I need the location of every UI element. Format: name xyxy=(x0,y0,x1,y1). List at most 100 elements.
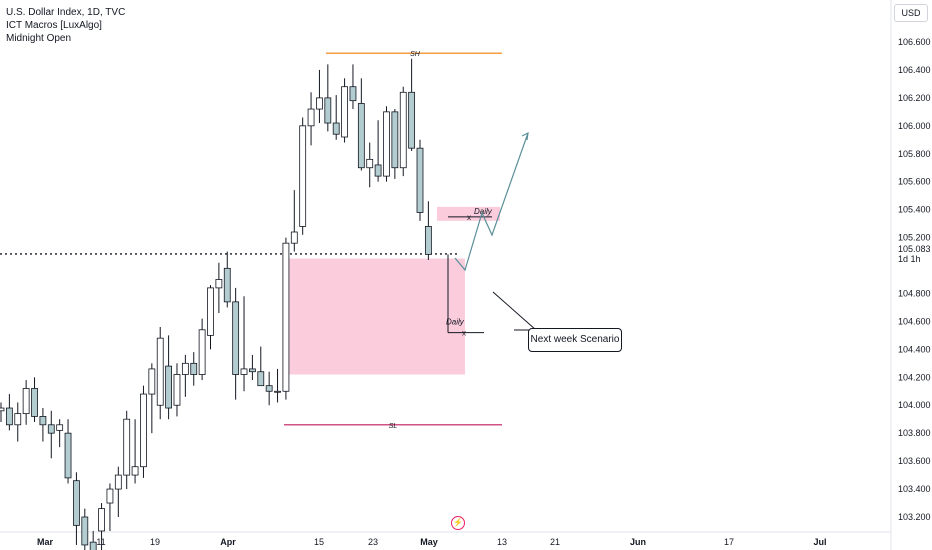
daily-upper-label: Daily xyxy=(474,207,493,216)
lightning-icon[interactable]: ⚡ xyxy=(451,516,465,530)
candle-body xyxy=(73,480,80,526)
candle-body xyxy=(274,390,281,393)
x-mark-upper: x xyxy=(467,213,471,222)
candle-body xyxy=(248,368,256,373)
time-tick-label: 21 xyxy=(550,537,560,547)
symbol-title[interactable]: U.S. Dollar Index, 1D, TVC xyxy=(6,7,126,18)
candle-body xyxy=(366,158,374,169)
candle-body xyxy=(81,516,89,546)
candle-body xyxy=(408,91,416,149)
candle-body xyxy=(374,164,382,177)
projection-path xyxy=(454,132,529,272)
candle-body xyxy=(307,108,315,127)
sl-label: SL xyxy=(389,423,398,430)
candle-body xyxy=(98,508,105,532)
candle-body xyxy=(357,103,365,169)
candle-body xyxy=(290,231,298,244)
callout-pointer xyxy=(492,291,538,331)
price-tick-label: 105.400 xyxy=(898,205,931,215)
daily-lower-label: Daily xyxy=(446,318,465,327)
time-tick-label: 15 xyxy=(314,537,324,547)
time-tick-label: 17 xyxy=(724,537,734,547)
candle-body xyxy=(240,368,248,375)
candle-body xyxy=(123,418,131,476)
price-tick-label: 105.600 xyxy=(898,177,931,187)
time-tick-label: May xyxy=(420,537,438,547)
fvg-zone xyxy=(285,258,465,375)
time-tick-label: 23 xyxy=(368,537,378,547)
time-tick-label: Apr xyxy=(220,537,236,547)
sh-label: SH xyxy=(410,51,421,58)
candle-body xyxy=(22,388,30,415)
candle-body xyxy=(148,368,156,395)
chart-legend: U.S. Dollar Index, 1D, TVC ICT Macros [L… xyxy=(6,6,125,45)
price-tick-label: 104.600 xyxy=(898,316,931,326)
candle-body xyxy=(223,267,231,303)
candle-body xyxy=(207,287,214,336)
candle-body xyxy=(232,301,240,375)
price-tick-label: 106.200 xyxy=(898,93,931,103)
price-tick-label: 103.200 xyxy=(898,512,931,522)
price-tick-label: 106.000 xyxy=(898,121,931,131)
candle-body xyxy=(165,365,173,409)
indicator-midnight-open[interactable]: Midnight Open xyxy=(6,33,72,44)
candle-body xyxy=(64,432,72,479)
time-tick-label: Mar xyxy=(37,537,54,547)
candle-body xyxy=(215,279,223,289)
candle-body xyxy=(56,424,64,431)
candle-body xyxy=(89,541,97,550)
candle-body xyxy=(349,86,357,102)
price-tick-label: 103.400 xyxy=(898,484,931,494)
price-tick-label: 105.200 xyxy=(898,233,931,243)
price-tick-label: 104.000 xyxy=(898,400,931,410)
candle-body xyxy=(5,407,13,426)
candle-body xyxy=(0,407,5,412)
candle-body xyxy=(181,362,189,375)
time-tick-label: 13 xyxy=(497,537,507,547)
time-tick-label: 19 xyxy=(150,537,160,547)
candle-body xyxy=(324,97,332,124)
price-tick-label: 103.600 xyxy=(898,456,931,466)
time-tick-label: 11 xyxy=(96,537,105,547)
candle-body xyxy=(257,371,265,387)
candle-body xyxy=(399,91,407,169)
candle-body xyxy=(341,86,348,138)
price-tick-label: 104.200 xyxy=(898,372,931,382)
candle-body xyxy=(39,416,47,426)
candle-body xyxy=(47,424,55,434)
candle-body xyxy=(140,393,147,468)
candle-body xyxy=(190,362,198,375)
candle-body xyxy=(156,337,164,406)
candle-body xyxy=(31,388,38,417)
price-tick-label: 106.400 xyxy=(898,65,931,75)
scenario-callout[interactable]: Next week Scenario xyxy=(528,328,622,352)
candle-body xyxy=(383,111,390,177)
price-tick-label: 105.800 xyxy=(898,149,931,159)
candle-body xyxy=(391,111,399,169)
candle-body xyxy=(316,97,323,110)
candle-body xyxy=(424,226,432,255)
candle-body xyxy=(131,466,139,476)
price-tick-label: 106.600 xyxy=(898,37,931,47)
candle-body xyxy=(265,385,273,392)
candle-body xyxy=(416,147,424,213)
candle-body xyxy=(282,242,290,392)
candle-body xyxy=(106,488,114,504)
candle-body xyxy=(299,125,307,227)
time-tick-label: Jul xyxy=(813,537,826,547)
candle-body xyxy=(14,413,22,426)
candle-body xyxy=(332,122,340,135)
indicator-ict-macros[interactable]: ICT Macros [LuxAlgo] xyxy=(6,20,102,31)
candle-body xyxy=(114,474,122,490)
countdown-label: 1d 1h xyxy=(898,254,921,264)
price-tick-label: 103.800 xyxy=(898,428,931,438)
price-tick-label: 104.400 xyxy=(898,344,931,354)
candle-body xyxy=(173,374,181,406)
x-mark-lower: x xyxy=(462,329,466,338)
price-tick-label: 104.800 xyxy=(898,288,931,298)
currency-button[interactable]: USD xyxy=(894,4,928,22)
candle-body xyxy=(198,329,206,375)
time-tick-label: Jun xyxy=(630,537,646,547)
projection-arrowhead xyxy=(521,131,529,141)
